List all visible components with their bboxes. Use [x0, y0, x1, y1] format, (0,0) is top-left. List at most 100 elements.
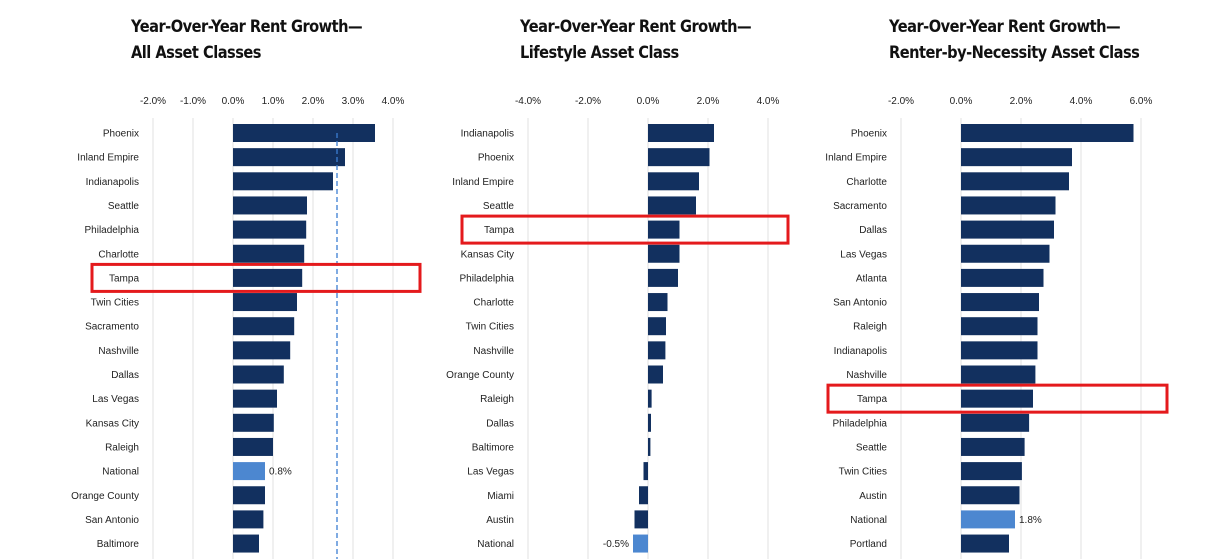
bar — [961, 389, 1033, 408]
bar — [233, 268, 303, 287]
data-label: -0.5% — [603, 539, 629, 550]
x-tick-label: 4.0% — [1070, 96, 1093, 107]
x-tick-label: -2.0% — [140, 96, 166, 107]
bar — [648, 413, 651, 432]
bar — [648, 341, 666, 360]
bar — [648, 437, 651, 456]
bar — [643, 462, 648, 481]
category-label: San Antonio — [85, 515, 139, 526]
data-label: 0.8% — [269, 467, 292, 478]
bar — [233, 196, 307, 215]
x-tick-label: 4.0% — [757, 96, 780, 107]
category-label: Tampa — [484, 225, 514, 236]
category-label: Nashville — [98, 346, 139, 357]
bar — [961, 534, 1009, 553]
x-tick-label: 2.0% — [697, 96, 720, 107]
bar — [233, 124, 375, 142]
category-label: Atlanta — [856, 273, 888, 284]
chart-title-line-1: Year-Over-Year Rent Growth— — [520, 17, 752, 37]
category-label: Phoenix — [851, 129, 887, 140]
lifestyle-asset-class-panel: Year-Over-Year Rent Growth— Lifestyle As… — [430, 0, 805, 559]
bar — [233, 220, 307, 239]
all-asset-classes-panel: Year-Over-Year Rent Growth— All Asset Cl… — [0, 0, 430, 559]
category-label: Philadelphia — [85, 225, 140, 236]
category-label: Phoenix — [478, 153, 514, 164]
x-tick-label: 3.0% — [342, 96, 365, 107]
category-label: Inland Empire — [825, 153, 887, 164]
bar — [961, 317, 1038, 336]
category-label: Indianapolis — [834, 346, 887, 357]
category-label: Dallas — [859, 225, 887, 236]
bar — [233, 341, 291, 360]
bar — [648, 220, 680, 239]
category-label: Nashville — [846, 370, 887, 381]
bar — [233, 293, 297, 312]
x-tick-label: 0.0% — [637, 96, 660, 107]
category-label: San Antonio — [833, 298, 887, 309]
category-label: Orange County — [446, 370, 514, 381]
category-label: National — [477, 539, 514, 550]
bar — [961, 437, 1025, 456]
bar — [648, 389, 652, 408]
chart-title-line-1: Year-Over-Year Rent Growth— — [131, 17, 363, 37]
bar — [961, 220, 1054, 239]
bar — [961, 462, 1022, 481]
bar — [648, 172, 699, 191]
category-label: Austin — [486, 515, 514, 526]
category-label: Dallas — [111, 370, 139, 381]
category-label: Las Vegas — [467, 467, 514, 478]
category-label: Sacramento — [833, 201, 887, 212]
category-label: Indianapolis — [461, 129, 514, 140]
bar — [233, 244, 305, 263]
category-label: Tampa — [109, 273, 139, 284]
bar — [648, 365, 663, 384]
chart-title-line-2: Renter-by-Necessity Asset Class — [889, 43, 1140, 63]
bar — [961, 124, 1134, 142]
bar — [233, 365, 284, 384]
category-label: Dallas — [486, 418, 514, 429]
category-label: National — [850, 515, 887, 526]
renter-by-necessity-asset-class-panel: Year-Over-Year Rent Growth— Renter-by-Ne… — [805, 0, 1205, 559]
category-label: Philadelphia — [460, 273, 515, 284]
bar — [961, 413, 1030, 432]
bar — [961, 148, 1072, 167]
category-label: National — [102, 467, 139, 478]
x-tick-label: 0.0% — [950, 96, 973, 107]
category-label: Tampa — [857, 394, 887, 405]
bar — [961, 293, 1039, 312]
category-label: Miami — [487, 491, 514, 502]
category-label: Nashville — [473, 346, 514, 357]
data-label: 1.8% — [1019, 515, 1042, 526]
chart-title-line-1: Year-Over-Year Rent Growth— — [889, 17, 1121, 37]
category-label: Inland Empire — [77, 153, 139, 164]
category-label: Las Vegas — [840, 249, 887, 260]
highlight-box — [460, 214, 790, 245]
bar — [961, 365, 1036, 384]
category-label: Portland — [850, 539, 887, 550]
bar — [233, 510, 264, 529]
category-label: Raleigh — [853, 322, 887, 333]
rent-growth-bar-chart: -2.0% 0.0% 2.0% 4.0% 6.0% Phoenix Inland Empir… — [825, 96, 1169, 559]
x-tick-label: -2.0% — [888, 96, 914, 107]
chart-title-line-2: All Asset Classes — [131, 43, 262, 63]
chart-title: Year-Over-Year Rent Growth— Lifestyle As… — [520, 14, 752, 66]
bar — [233, 437, 273, 456]
category-label: Seattle — [108, 201, 140, 212]
category-label: Seattle — [483, 201, 515, 212]
category-label: Kansas City — [461, 249, 514, 260]
bar — [233, 486, 265, 505]
x-tick-label: 0.0% — [222, 96, 245, 107]
category-label: Kansas City — [86, 418, 139, 429]
category-label: Orange County — [71, 491, 139, 502]
bar — [648, 293, 668, 312]
bar — [233, 172, 333, 191]
bar — [233, 148, 345, 167]
bar — [648, 196, 696, 215]
bar — [961, 268, 1044, 287]
rent-growth-bar-chart: -2.0% -1.0% 0.0% 1.0% 2.0% 3.0% 4.0% Phoenix Inl… — [71, 96, 422, 559]
bar — [648, 148, 710, 167]
bar — [961, 172, 1069, 191]
category-label: Baltimore — [97, 539, 140, 550]
x-tick-label: 2.0% — [302, 96, 325, 107]
bar — [233, 534, 259, 553]
